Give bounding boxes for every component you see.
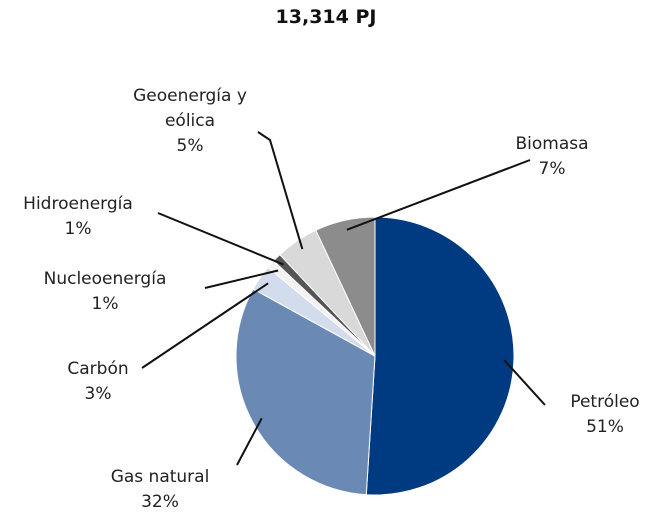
- category-label: Biomasa: [515, 134, 589, 154]
- leader-line: [157, 212, 284, 266]
- value-label: 3%: [84, 384, 112, 404]
- value-label: 1%: [64, 219, 92, 239]
- value-label: 1%: [91, 294, 119, 314]
- category-label: Nucleoenergía: [43, 269, 167, 289]
- category-label: Gas natural: [110, 467, 210, 487]
- category-label: Geoenergía y eólica: [133, 86, 247, 131]
- value-label: 7%: [538, 159, 566, 179]
- chart-title: 13,314 PJ: [275, 6, 377, 28]
- slice-label: Geoenergía y eólica 5%: [130, 84, 250, 159]
- slice-label: Petróleo 51%: [545, 390, 652, 440]
- value-label: 5%: [176, 136, 204, 156]
- pie-slice: [365, 216, 515, 496]
- pie-slice: [235, 288, 376, 496]
- leader-line: [236, 417, 263, 466]
- slice-label: Biomasa 7%: [497, 132, 607, 182]
- leader-line: [346, 159, 531, 231]
- category-label: Petróleo: [570, 392, 640, 412]
- slice-label: Carbón 3%: [48, 357, 148, 407]
- slice-label: Gas natural 32%: [90, 465, 230, 515]
- leader-line: [503, 359, 546, 406]
- category-label: Hidroenergía: [23, 194, 133, 214]
- leader-line: [141, 282, 269, 369]
- pie-slice: [315, 216, 376, 357]
- value-label: 32%: [141, 492, 179, 512]
- slice-label: Hidroenergía 1%: [0, 192, 158, 242]
- value-label: 51%: [586, 417, 624, 437]
- category-label: Carbón: [67, 359, 129, 379]
- slice-label: Nucleoenergía 1%: [20, 267, 190, 317]
- leader-line: [257, 131, 304, 250]
- leader-line: [204, 269, 279, 289]
